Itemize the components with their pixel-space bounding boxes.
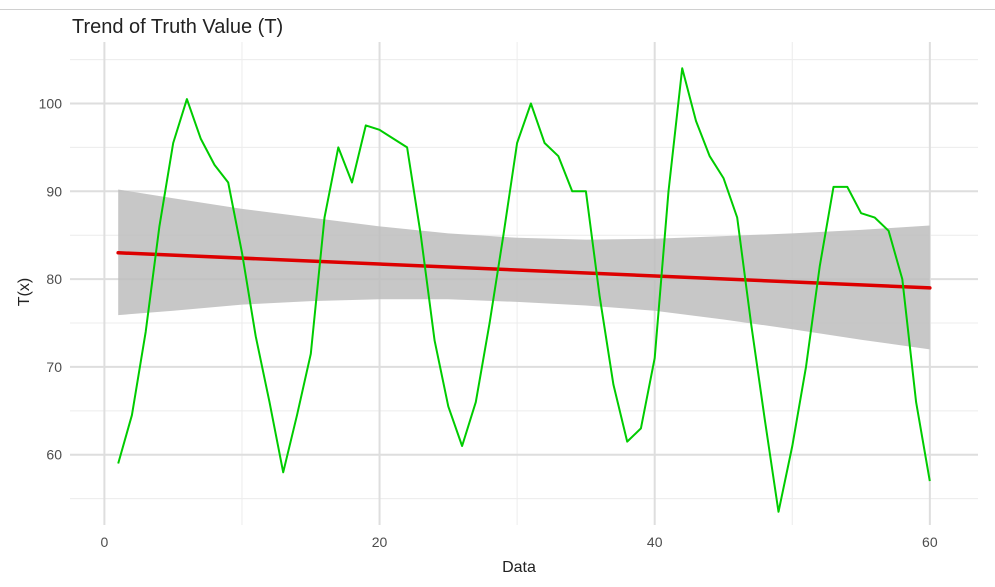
- series-layer: [117, 67, 931, 513]
- y-tick-label: 80: [46, 271, 62, 287]
- y-tick-label: 60: [46, 447, 62, 463]
- y-axis-ticks: 60 70 80 90 100: [39, 95, 63, 462]
- top-divider: [0, 9, 995, 10]
- x-axis-ticks: 0 20 40 60: [100, 534, 937, 550]
- y-tick-label: 100: [39, 95, 63, 111]
- x-tick-label: 20: [372, 534, 388, 550]
- series-line: [117, 67, 931, 513]
- y-tick-label: 90: [46, 183, 62, 199]
- x-tick-label: 0: [100, 534, 108, 550]
- trend-line: [116, 251, 932, 290]
- y-axis-title: T(x): [16, 278, 33, 306]
- trend-layer: [116, 251, 932, 290]
- x-tick-label: 40: [647, 534, 663, 550]
- y-tick-label: 70: [46, 359, 62, 375]
- x-tick-label: 60: [922, 534, 938, 550]
- chart-title: Trend of Truth Value (T): [72, 16, 284, 38]
- x-axis-title: Data: [502, 559, 536, 576]
